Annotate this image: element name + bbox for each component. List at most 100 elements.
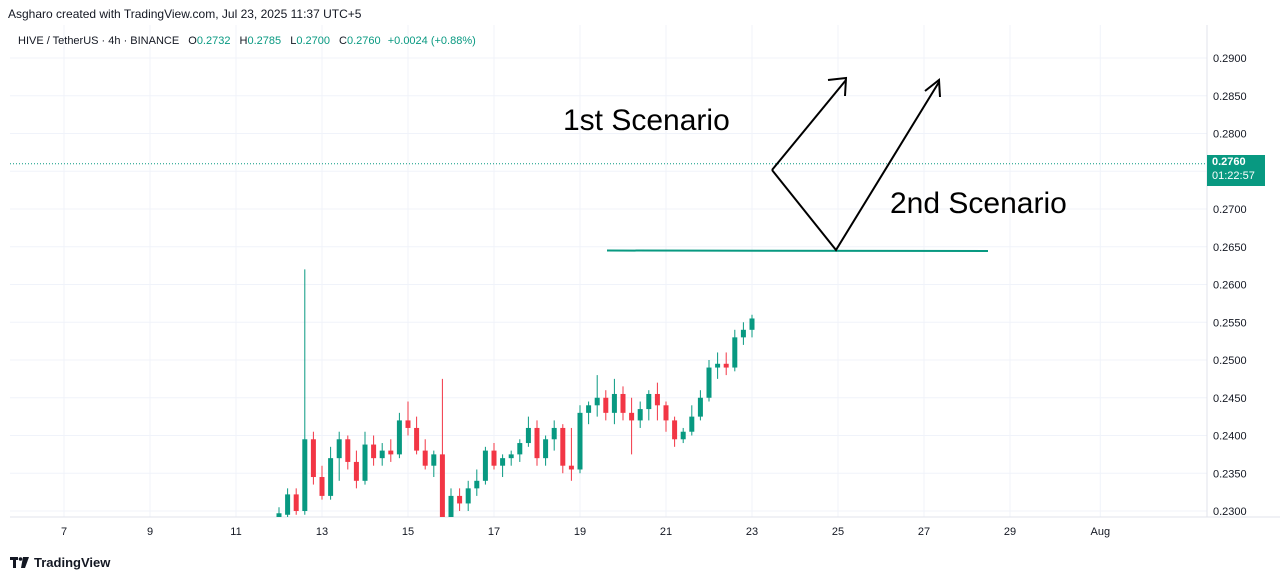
scenario-2-arrow[interactable] xyxy=(771,78,941,252)
high-value: 0.2785 xyxy=(247,35,282,47)
x-tick-label: 7 xyxy=(61,526,67,538)
candle-body xyxy=(422,450,428,466)
candle-body xyxy=(680,431,686,440)
x-tick-label: 25 xyxy=(832,526,844,538)
candle-body xyxy=(310,439,316,478)
scenario-1-arrow[interactable] xyxy=(771,76,848,171)
y-tick-label: 0.2550 xyxy=(1213,317,1247,329)
y-tick-label: 0.2300 xyxy=(1213,506,1247,518)
candle-body xyxy=(543,439,549,459)
y-tick-label: 0.2350 xyxy=(1213,468,1247,480)
candle-body xyxy=(328,458,334,496)
tradingview-brand-text: TradingView xyxy=(34,555,111,570)
candle-body xyxy=(345,439,351,462)
low-value: 0.2700 xyxy=(296,35,330,47)
candle-body xyxy=(672,420,678,440)
ohlc-legend: HIVE / TetherUS · 4h · BINANCE O0.2732 H… xyxy=(18,35,476,47)
candle-body xyxy=(586,405,592,413)
last-price-tag: 0.2760 01:22:57 xyxy=(1207,155,1265,186)
y-tick-label: 0.2450 xyxy=(1213,393,1247,405)
annotation-1st-scenario[interactable]: 1st Scenario xyxy=(563,104,730,137)
candle-body xyxy=(500,458,506,466)
candle-body xyxy=(336,439,342,459)
candle-body xyxy=(637,409,643,421)
y-tick-label: 0.2850 xyxy=(1213,91,1247,103)
candle-body xyxy=(353,461,359,481)
candle-body xyxy=(482,450,488,481)
candle-body xyxy=(723,363,729,368)
candle-body xyxy=(732,337,738,368)
support-horizontal-line[interactable] xyxy=(606,249,989,253)
x-tick-label: 13 xyxy=(316,526,328,538)
candle-body xyxy=(293,494,299,511)
candle-body xyxy=(749,318,755,330)
y-tick-label: 0.2700 xyxy=(1213,204,1247,216)
candle-body xyxy=(715,363,721,368)
y-tick-label: 0.2900 xyxy=(1213,53,1247,65)
attribution-header: Asgharo created with TradingView.com, Ju… xyxy=(8,7,362,21)
candle-body xyxy=(362,444,368,481)
candle-body xyxy=(439,454,445,517)
candle-body xyxy=(594,397,600,406)
candle-body xyxy=(740,329,746,338)
candle-body xyxy=(414,427,420,451)
candle-body xyxy=(560,427,566,466)
y-tick-label: 0.2800 xyxy=(1213,129,1247,141)
candle-body xyxy=(525,427,531,444)
candle-body xyxy=(405,420,411,428)
x-tick-label: 21 xyxy=(660,526,672,538)
candle-body xyxy=(371,444,377,459)
candle-body xyxy=(663,405,669,421)
bar-countdown: 01:22:57 xyxy=(1212,170,1255,182)
symbol-label[interactable]: HIVE / TetherUS · 4h · BINANCE xyxy=(18,35,180,47)
y-tick-label: 0.2650 xyxy=(1213,242,1247,254)
x-tick-label: 19 xyxy=(574,526,586,538)
change-value: +0.0024 (+0.88%) xyxy=(387,35,476,47)
candle-body xyxy=(396,420,402,455)
candle-body xyxy=(517,443,523,455)
price-axis[interactable]: 0.2300 0.2350 0.2400 0.2450 0.2500 0.2550 0.26… xyxy=(1213,53,1247,518)
candle-body xyxy=(508,454,514,459)
x-tick-label: 17 xyxy=(488,526,500,538)
y-tick-label: 0.2600 xyxy=(1213,280,1247,292)
candle-body xyxy=(319,477,325,496)
candle-body xyxy=(697,397,703,417)
candle-body xyxy=(457,495,463,504)
candle-body xyxy=(534,427,540,459)
close-value: 0.2760 xyxy=(347,35,381,47)
annotation-2nd-scenario[interactable]: 2nd Scenario xyxy=(890,187,1067,220)
candle-body xyxy=(491,450,497,466)
x-tick-label: 29 xyxy=(1004,526,1016,538)
candle-body xyxy=(302,439,308,511)
y-tick-label: 0.2400 xyxy=(1213,431,1247,443)
footer-brand[interactable]: TradingView xyxy=(10,555,110,570)
candle-body xyxy=(285,494,291,515)
candle-body xyxy=(620,393,626,413)
candle-series xyxy=(276,269,755,517)
candle-body xyxy=(474,480,480,489)
tradingview-logo-icon xyxy=(10,556,29,568)
candle-body xyxy=(379,450,385,459)
x-tick-label: 27 xyxy=(918,526,930,538)
x-tick-label: 15 xyxy=(402,526,414,538)
candle-body xyxy=(629,412,635,421)
candle-body xyxy=(603,397,609,413)
x-tick-label: 11 xyxy=(230,526,241,538)
candle-body xyxy=(551,427,557,440)
last-price-value: 0.2760 xyxy=(1212,156,1246,168)
x-tick-label: Aug xyxy=(1091,526,1111,538)
candle-body xyxy=(689,416,695,432)
candle-body xyxy=(431,454,437,466)
candle-body xyxy=(276,513,282,517)
candle-body xyxy=(568,465,574,470)
candle-body xyxy=(388,450,394,455)
y-tick-label: 0.2500 xyxy=(1213,355,1247,367)
candle-body xyxy=(706,367,712,398)
time-axis[interactable]: 7 9 11 13 15 17 19 21 23 25 27 29 Aug xyxy=(61,526,1110,538)
candle-body xyxy=(448,495,454,517)
candle-body xyxy=(577,412,583,470)
x-tick-label: 9 xyxy=(147,526,153,538)
x-tick-label: 23 xyxy=(746,526,758,538)
candle-body xyxy=(611,393,617,413)
